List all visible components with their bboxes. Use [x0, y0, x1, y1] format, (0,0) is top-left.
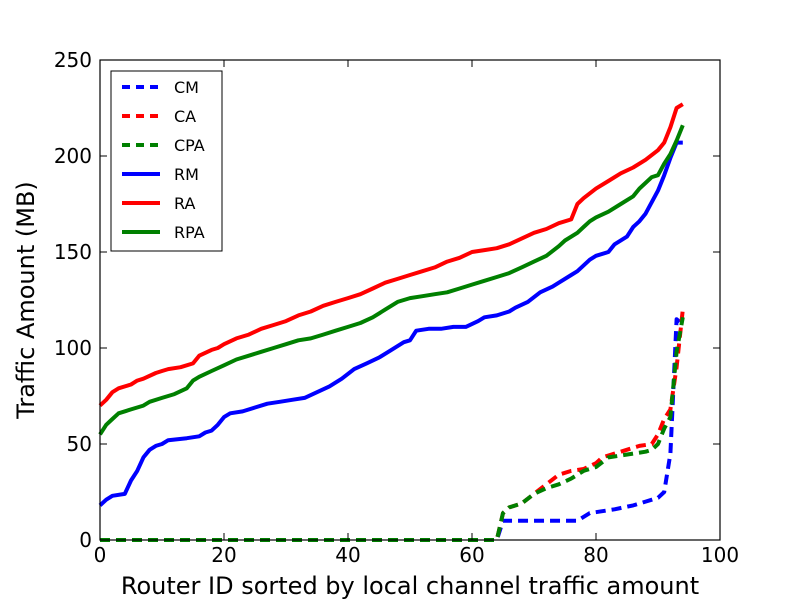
series-line-ca	[100, 309, 685, 542]
series-line-cpa	[100, 316, 685, 542]
x-tick-label: 20	[211, 543, 236, 567]
x-tick-label: 40	[335, 543, 360, 567]
y-tick-label: 100	[54, 336, 92, 360]
plot-lines	[98, 102, 685, 542]
x-tick-label: 100	[701, 543, 739, 567]
y-tick-label: 250	[54, 48, 92, 72]
y-tick-label: 200	[54, 144, 92, 168]
legend-label-rpa: RPA	[174, 223, 205, 242]
legend-label-ca: CA	[174, 107, 196, 126]
legend-label-cpa: CPA	[174, 136, 205, 155]
legend-frame	[110, 70, 223, 252]
legend-label-cm: CM	[174, 78, 199, 97]
axis-ticks: 0 20 40 60 80 100 0 50 100 150 200 250	[54, 48, 739, 567]
series-line-rpa	[98, 124, 685, 436]
y-axis-label: Traffic Amount (MB)	[12, 181, 40, 420]
legend-label-ra: RA	[174, 194, 195, 213]
y-tick-label: 150	[54, 240, 92, 264]
legend-label-rm: RM	[174, 165, 199, 184]
legend: CM CA CPA RM RA RPA	[110, 70, 223, 252]
x-tick-label: 0	[94, 543, 107, 567]
y-tick-label: 50	[67, 432, 92, 456]
y-tick-label: 0	[79, 528, 92, 552]
series-line-cm	[100, 317, 685, 542]
x-axis-label: Router ID sorted by local channel traffi…	[121, 572, 699, 600]
plot-frame	[99, 59, 721, 541]
series-line-ra	[98, 102, 684, 408]
series-line-rm	[98, 140, 683, 507]
x-tick-label: 80	[583, 543, 608, 567]
x-tick-label: 60	[459, 543, 484, 567]
